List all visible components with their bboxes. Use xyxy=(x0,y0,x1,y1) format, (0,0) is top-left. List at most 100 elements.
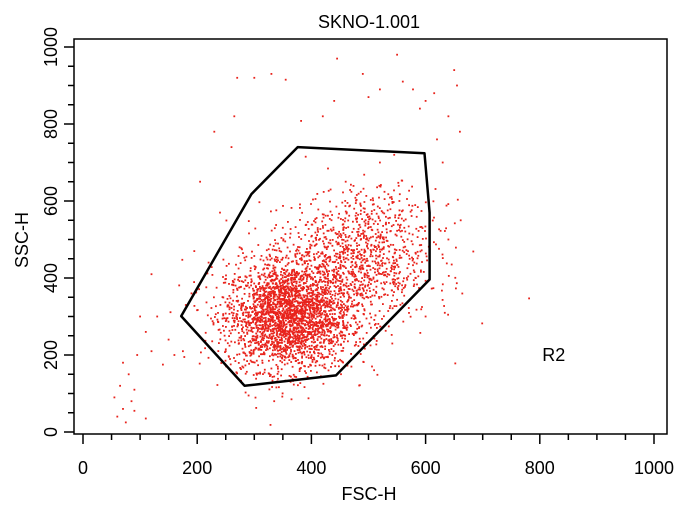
data-point xyxy=(382,238,385,241)
data-point xyxy=(338,365,340,368)
data-point xyxy=(418,244,421,247)
data-point xyxy=(338,317,341,319)
data-point xyxy=(379,264,381,267)
data-point xyxy=(333,359,336,362)
plot-frame xyxy=(73,38,668,435)
data-point xyxy=(150,350,153,353)
data-point xyxy=(340,359,343,362)
data-point xyxy=(281,276,284,279)
data-point xyxy=(441,161,444,164)
data-point xyxy=(395,260,398,262)
data-point xyxy=(178,284,181,287)
data-point xyxy=(406,267,409,270)
data-point xyxy=(288,304,291,307)
data-point xyxy=(266,258,269,261)
data-point xyxy=(237,339,240,342)
data-point xyxy=(322,273,325,276)
data-point xyxy=(326,270,328,273)
data-point xyxy=(261,331,264,334)
data-point xyxy=(236,325,239,328)
data-point xyxy=(412,285,415,287)
data-point xyxy=(331,322,333,325)
data-point xyxy=(424,201,427,204)
data-point xyxy=(327,264,330,267)
data-point xyxy=(288,321,291,323)
data-point xyxy=(267,291,270,294)
data-point xyxy=(372,277,375,280)
data-point xyxy=(335,275,337,278)
data-point xyxy=(268,325,271,328)
data-point xyxy=(367,247,369,250)
data-point xyxy=(275,287,278,290)
data-point xyxy=(267,274,270,277)
data-point xyxy=(275,353,278,356)
data-point xyxy=(242,252,244,254)
data-point xyxy=(314,295,317,298)
data-point xyxy=(360,238,362,240)
data-point xyxy=(305,356,308,359)
data-point xyxy=(390,225,393,228)
data-point xyxy=(173,354,176,356)
data-point xyxy=(231,283,234,286)
data-point xyxy=(322,334,325,337)
data-point xyxy=(270,290,272,293)
data-point xyxy=(243,256,246,259)
data-point xyxy=(242,331,245,334)
data-point xyxy=(276,355,279,358)
data-point xyxy=(333,270,335,273)
data-point xyxy=(243,287,246,290)
data-point xyxy=(313,352,316,355)
data-point xyxy=(304,313,306,316)
data-point xyxy=(284,350,287,352)
data-point xyxy=(251,318,254,321)
data-point xyxy=(337,270,340,272)
data-point xyxy=(308,298,311,301)
data-point xyxy=(283,336,286,338)
data-point xyxy=(314,341,316,343)
data-point xyxy=(289,352,292,355)
data-point xyxy=(313,253,315,256)
data-point xyxy=(277,342,280,344)
data-point xyxy=(279,349,281,351)
data-point xyxy=(381,241,384,244)
data-point xyxy=(363,297,366,300)
data-point xyxy=(347,308,350,311)
data-point xyxy=(250,281,253,284)
data-point xyxy=(271,337,274,340)
data-point xyxy=(237,255,240,257)
data-point xyxy=(294,280,296,283)
data-point xyxy=(214,316,216,318)
data-point xyxy=(407,263,410,265)
data-point xyxy=(260,328,262,330)
data-point xyxy=(365,292,367,295)
data-point xyxy=(270,288,273,290)
data-point xyxy=(299,258,301,260)
data-point xyxy=(379,219,381,222)
data-point xyxy=(290,342,293,345)
data-point xyxy=(271,317,273,320)
data-point xyxy=(269,323,272,325)
data-point xyxy=(228,295,231,297)
data-point xyxy=(301,254,303,257)
data-point xyxy=(386,275,388,278)
data-point xyxy=(235,300,238,302)
data-point xyxy=(341,306,344,309)
data-point xyxy=(304,224,307,226)
data-point xyxy=(318,331,320,334)
data-point xyxy=(293,268,295,271)
data-point xyxy=(369,300,372,303)
data-point xyxy=(269,374,272,376)
data-point xyxy=(332,317,334,320)
data-point xyxy=(300,297,303,300)
data-point xyxy=(321,333,323,336)
data-point xyxy=(338,280,341,282)
data-point xyxy=(291,274,293,277)
data-point xyxy=(361,266,363,269)
data-point xyxy=(289,232,292,235)
data-point xyxy=(321,252,324,255)
data-point xyxy=(359,253,361,255)
data-point xyxy=(279,284,282,287)
data-point xyxy=(257,272,260,274)
data-point xyxy=(359,203,362,206)
data-point xyxy=(382,247,385,250)
